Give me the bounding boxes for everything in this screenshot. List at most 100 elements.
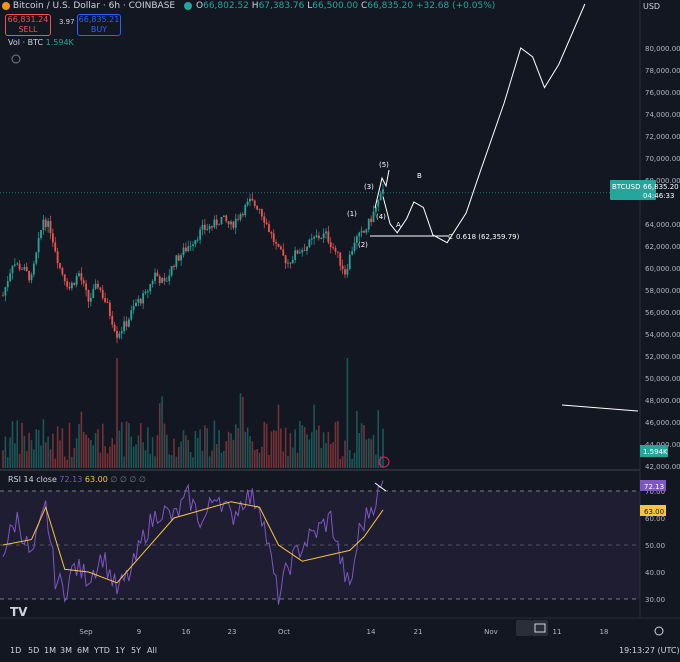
price-tick-label: 68,000.00 bbox=[645, 177, 680, 185]
price-axis-ticks: 80,000.00 78,000.00 76,000.00 74,000.00 72,0… bbox=[645, 45, 680, 471]
volume-bar bbox=[106, 453, 109, 468]
candle-body bbox=[168, 275, 171, 281]
volume-bar bbox=[230, 433, 232, 468]
candle-body bbox=[289, 262, 292, 264]
volume-bar bbox=[180, 441, 182, 468]
volume-bar bbox=[52, 433, 54, 468]
volume-bar bbox=[239, 393, 242, 468]
candle-body bbox=[194, 239, 197, 245]
candle-body bbox=[6, 281, 9, 288]
rsi-tick-label: 40.00 bbox=[645, 569, 665, 577]
utc-clock[interactable]: 19:13:27 (UTC) bbox=[619, 646, 680, 655]
buy-button[interactable]: 66,835.21 BUY bbox=[77, 14, 121, 36]
price-tick-label: 80,000.00 bbox=[645, 45, 680, 53]
volume-bar bbox=[346, 358, 349, 468]
volume-bar bbox=[310, 432, 313, 468]
candle-body bbox=[40, 230, 42, 239]
rsi-tick-label: 50.00 bbox=[645, 542, 665, 550]
candle-body bbox=[144, 291, 147, 294]
volume-bar bbox=[249, 436, 251, 468]
timeframe-1m[interactable]: 1M bbox=[44, 646, 56, 655]
volume-bar bbox=[344, 440, 346, 468]
candle-body bbox=[201, 224, 204, 230]
timeframe-6m[interactable]: 6M bbox=[77, 646, 89, 655]
fib-label: 0.618 (62,359.79) bbox=[456, 233, 520, 241]
rsi-tick-label: 30.00 bbox=[645, 596, 665, 604]
volume-bar bbox=[253, 449, 256, 468]
change-value: +32.68 (+0.05%) bbox=[415, 1, 496, 11]
settings-gear-icon[interactable] bbox=[654, 626, 664, 636]
volume-bar bbox=[118, 430, 121, 468]
candle-body bbox=[187, 246, 190, 252]
price-tick-label: 72,000.00 bbox=[645, 133, 680, 141]
volume-bar bbox=[185, 435, 187, 468]
volume-bar bbox=[42, 419, 45, 468]
candle-body bbox=[213, 219, 216, 228]
volume-bar bbox=[63, 456, 66, 468]
volume-bar bbox=[261, 446, 263, 468]
candle-body bbox=[249, 198, 251, 202]
reset-button[interactable] bbox=[516, 620, 532, 636]
volume-bar bbox=[367, 438, 370, 468]
volume-bar bbox=[220, 452, 223, 468]
candle-body bbox=[120, 331, 123, 334]
rsi-value-tag bbox=[640, 480, 666, 491]
candle-body bbox=[367, 218, 370, 230]
candle-body bbox=[137, 298, 140, 303]
candle-body bbox=[177, 255, 180, 261]
wave-drawing[interactable] bbox=[374, 169, 390, 209]
candle-body bbox=[18, 263, 21, 270]
candle-body bbox=[37, 238, 40, 253]
candle-body bbox=[56, 251, 59, 264]
volume-bar bbox=[289, 433, 292, 468]
candle-body bbox=[215, 219, 218, 225]
rsi-legend[interactable]: RSI 14 close 72.13 63.00 ∅ ∅ ∅ ∅ bbox=[8, 475, 146, 484]
volume-bar bbox=[306, 434, 308, 468]
candle-body bbox=[139, 298, 142, 304]
candle-body bbox=[256, 205, 259, 210]
candle-body bbox=[173, 265, 175, 267]
timeframe-ytd[interactable]: YTD bbox=[94, 646, 110, 655]
candle-body bbox=[277, 243, 280, 247]
volume-bar bbox=[196, 438, 199, 468]
candle-body bbox=[101, 289, 104, 299]
volume-bar bbox=[4, 436, 7, 468]
candle-body bbox=[374, 206, 377, 212]
timeframe-5y[interactable]: 5Y bbox=[131, 646, 141, 655]
wave-a-label: A bbox=[396, 221, 401, 229]
volume-tag-value: 1.594K bbox=[643, 448, 668, 456]
price-tag-symbol: BTCUSD bbox=[612, 183, 641, 191]
candle-body bbox=[360, 230, 363, 233]
candle-body bbox=[9, 273, 12, 282]
timeframe-1d[interactable]: 1D bbox=[10, 646, 22, 655]
sell-button[interactable]: 66,831.24 SELL bbox=[5, 14, 51, 36]
timeframe-5d[interactable]: 5D bbox=[28, 646, 40, 655]
eye-icon[interactable] bbox=[11, 54, 21, 64]
timeframe-3m[interactable]: 3M bbox=[60, 646, 72, 655]
candle-body bbox=[358, 232, 361, 237]
timeframe-all[interactable]: All bbox=[147, 646, 157, 655]
projection-drawing[interactable] bbox=[382, 3, 586, 244]
volume-bar bbox=[40, 445, 42, 468]
volume-bar bbox=[348, 450, 351, 468]
candle-body bbox=[346, 268, 349, 275]
volume-bar bbox=[308, 439, 311, 468]
trend-line-drawing[interactable] bbox=[561, 404, 639, 412]
timeframe-1y[interactable]: 1Y bbox=[115, 646, 125, 655]
candle-body bbox=[225, 215, 228, 222]
volume-bar bbox=[189, 451, 192, 468]
currency-selector[interactable]: USD bbox=[643, 2, 661, 11]
flash-icon[interactable] bbox=[378, 456, 390, 468]
symbol-title[interactable]: Bitcoin / U.S. Dollar · 6h · COINBASE bbox=[12, 1, 176, 11]
volume-bar bbox=[318, 425, 320, 468]
volume-legend[interactable]: Vol · BTC 1.594K bbox=[8, 38, 74, 47]
wave-1-label: (1) bbox=[347, 210, 357, 218]
screenshot-button[interactable] bbox=[532, 620, 548, 636]
volume-bar bbox=[80, 411, 83, 468]
candles bbox=[0, 183, 640, 344]
candle-body bbox=[158, 276, 161, 284]
rsi-drawing[interactable] bbox=[374, 482, 387, 492]
candle-body bbox=[78, 273, 80, 277]
candle-body bbox=[180, 255, 183, 261]
